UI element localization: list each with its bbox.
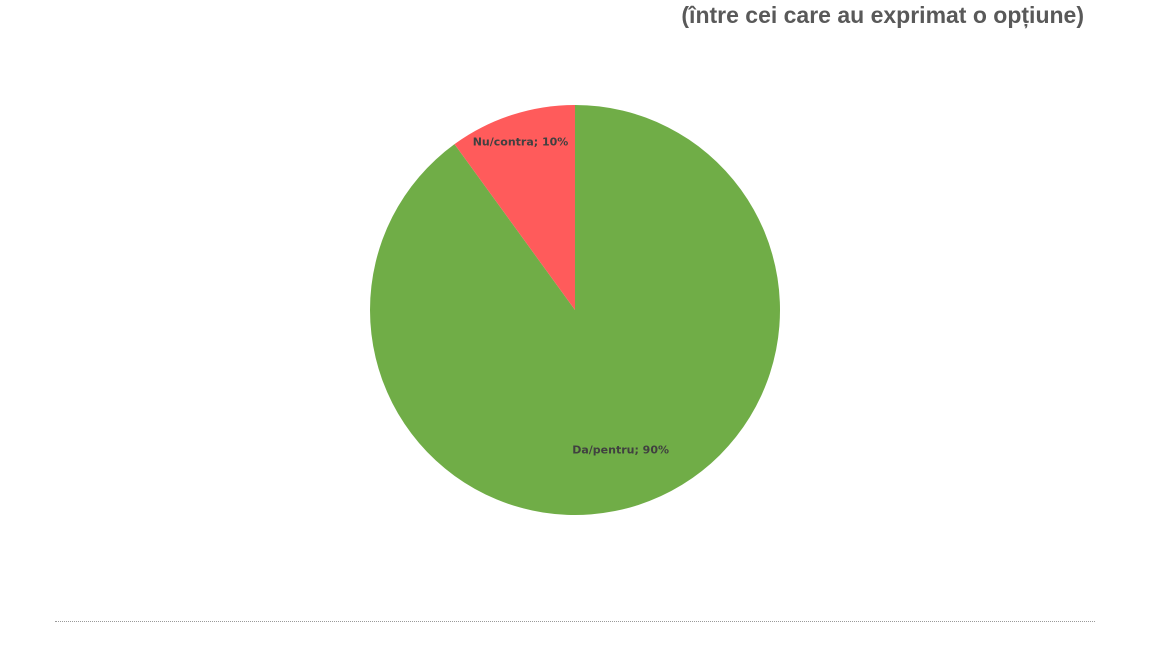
data-label-da-pentru: Da/pentru; 90%	[572, 443, 669, 456]
pie-slices	[369, 105, 780, 515]
data-label-nu-contra: Nu/contra; 10%	[473, 135, 569, 148]
pie-labels: Da/pentru; 90% Nu/contra; 10%	[473, 135, 669, 456]
footer-divider	[55, 621, 1095, 622]
chart-subtitle: (între cei care au exprimat o opțiune)	[681, 2, 1084, 28]
pie-slice-nu-contra	[454, 105, 575, 310]
